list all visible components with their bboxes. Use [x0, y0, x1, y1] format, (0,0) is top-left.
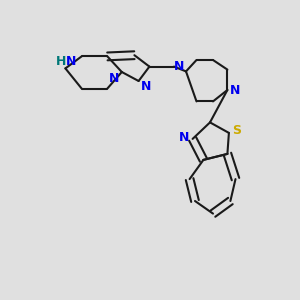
Text: N: N	[174, 59, 184, 73]
Text: H: H	[56, 55, 66, 68]
Text: N: N	[179, 131, 189, 144]
Text: N: N	[109, 71, 119, 85]
Text: N: N	[66, 55, 76, 68]
Text: S: S	[232, 124, 241, 137]
Text: N: N	[141, 80, 151, 94]
Text: N: N	[230, 83, 240, 97]
